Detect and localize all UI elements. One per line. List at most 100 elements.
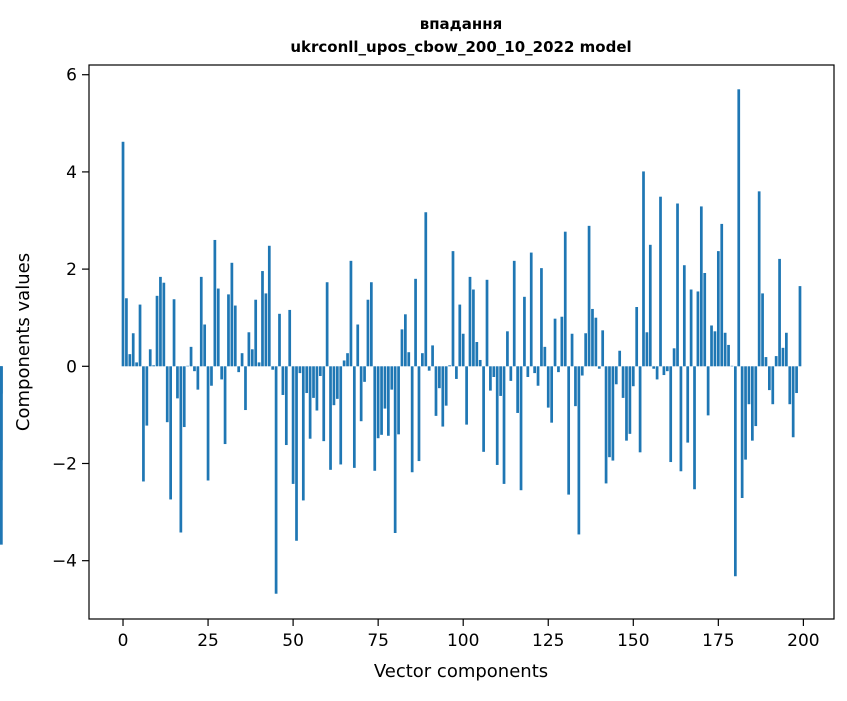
bar [301, 366, 305, 501]
y-tick-label: 0 [66, 357, 77, 377]
bar [703, 272, 707, 367]
bar [563, 231, 567, 367]
y-tick-label: 4 [66, 163, 77, 183]
bar [478, 359, 482, 367]
bar [560, 316, 564, 367]
bar [543, 346, 547, 367]
bar [570, 333, 574, 367]
bar [482, 366, 485, 452]
bar [390, 366, 394, 390]
bar [747, 366, 751, 405]
bar [145, 366, 149, 426]
bar [574, 366, 577, 407]
x-tick-label: 125 [532, 631, 564, 651]
bar [754, 366, 758, 427]
bar [727, 344, 730, 367]
bar [642, 171, 645, 367]
bar [594, 317, 598, 367]
x-tick-label: 175 [702, 631, 734, 651]
bar [356, 324, 360, 367]
bar [366, 299, 370, 367]
bar [635, 307, 639, 367]
x-tick-label: 150 [617, 631, 649, 651]
bar [240, 353, 244, 367]
bar [162, 282, 166, 367]
bar [720, 223, 724, 367]
plot-frame [88, 64, 835, 620]
bar [659, 196, 662, 367]
bar [169, 366, 172, 500]
bar [751, 366, 754, 441]
bar [451, 251, 455, 367]
bar [706, 366, 710, 416]
x-tick-label: 25 [197, 631, 219, 651]
bar [308, 366, 312, 439]
bar [693, 366, 696, 490]
bar [261, 271, 264, 367]
bar [400, 329, 404, 367]
bar [281, 366, 285, 395]
bar [203, 324, 207, 367]
bar [492, 366, 496, 377]
bar [339, 366, 343, 465]
bar [444, 366, 448, 406]
bar [220, 366, 224, 380]
bar [352, 366, 356, 468]
bar [414, 278, 417, 367]
bar [0, 366, 3, 461]
bar [553, 318, 557, 367]
bar [601, 330, 605, 367]
bar [325, 282, 329, 367]
bar [516, 366, 519, 413]
bar [798, 286, 802, 367]
bar [682, 265, 686, 367]
bar [768, 366, 771, 391]
bar [686, 366, 690, 443]
bar [713, 331, 717, 367]
bar [291, 366, 295, 484]
bar [237, 366, 241, 373]
bar [230, 262, 234, 367]
bar [298, 366, 302, 374]
x-tick-label: 200 [787, 631, 819, 651]
bar [655, 366, 659, 380]
y-tick-label: 2 [66, 260, 77, 280]
bar [502, 366, 506, 484]
bar [369, 282, 373, 367]
bar [376, 366, 380, 439]
bar [397, 366, 400, 435]
bar [193, 366, 196, 372]
bar [176, 366, 179, 399]
bar [305, 366, 309, 394]
bar [427, 366, 431, 371]
bar [550, 366, 554, 423]
bar [121, 141, 125, 367]
bar [424, 212, 428, 367]
bar [523, 296, 526, 367]
bar [499, 366, 502, 396]
bar [465, 366, 468, 425]
chart-subtitle: ukrconll_upos_cbow_200_10_2022 model [290, 38, 631, 56]
bar [611, 366, 615, 461]
bar [757, 191, 761, 367]
bar [489, 366, 492, 391]
bar [795, 366, 798, 394]
bar [363, 366, 366, 382]
x-tick-label: 75 [367, 631, 389, 651]
bar [387, 366, 390, 436]
bar [785, 332, 788, 367]
bar [723, 332, 727, 367]
x-tick-label: 50 [282, 631, 304, 651]
bar [591, 308, 594, 367]
bar [315, 366, 319, 411]
bar [383, 366, 387, 409]
bar [373, 366, 377, 471]
bar [278, 313, 281, 367]
bar [434, 366, 438, 416]
bar [557, 366, 560, 373]
bar [196, 366, 200, 390]
bar [155, 295, 159, 367]
bar [621, 366, 625, 398]
bar [152, 365, 155, 367]
